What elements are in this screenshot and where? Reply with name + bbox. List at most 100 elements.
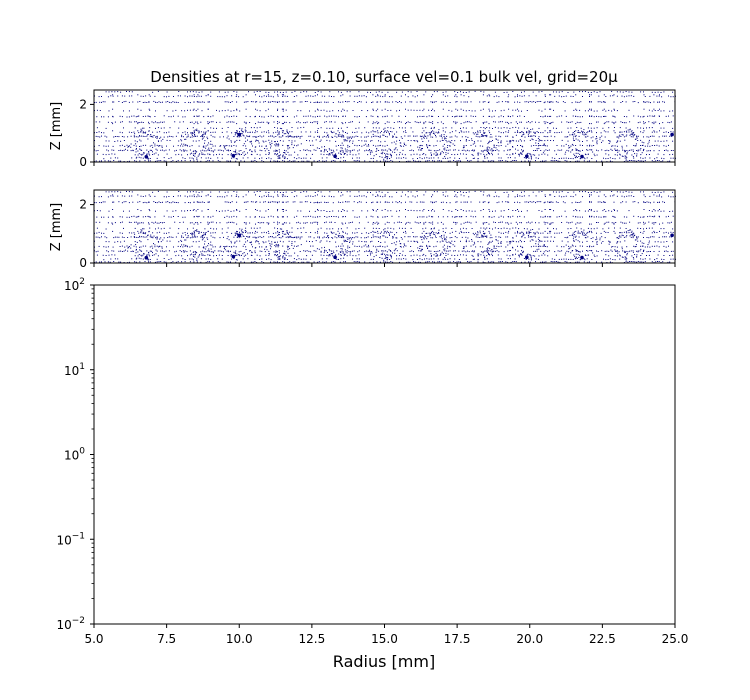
density-point-289 — [568, 157, 570, 159]
density-point-32 — [193, 261, 195, 263]
density-point-107 — [426, 261, 428, 263]
density-point-1422 — [453, 121, 455, 123]
density-point-1288 — [515, 227, 517, 229]
density-point-378 — [375, 153, 377, 155]
density-point-968 — [360, 136, 362, 138]
density-point-697 — [375, 145, 377, 147]
density-point-892 — [146, 236, 148, 238]
density-point-1176 — [547, 232, 549, 234]
density-point-2935 — [618, 137, 620, 139]
density-point-2155 — [625, 91, 627, 92]
density-point-2985 — [245, 123, 247, 125]
density-point-433 — [646, 255, 647, 256]
density-point-2494 — [323, 151, 325, 153]
density-point-2578 — [387, 156, 389, 158]
density-point-1501 — [138, 215, 140, 217]
density-point-1839 — [388, 101, 390, 103]
density-point-2277 — [194, 129, 196, 131]
density-point-1051 — [650, 135, 651, 137]
density-point-1024 — [545, 236, 547, 238]
density-point-3007 — [342, 94, 344, 96]
density-point-1568 — [426, 216, 428, 218]
density-point-991 — [425, 135, 427, 137]
density-point-1446 — [528, 121, 529, 123]
density-point-601 — [601, 149, 603, 151]
density-point-709 — [426, 246, 428, 247]
density-point-3035 — [460, 108, 462, 110]
density-point-481 — [219, 149, 221, 151]
density-point-1452 — [545, 121, 547, 123]
density-point-871 — [672, 140, 674, 142]
density-point-421 — [555, 153, 557, 155]
density-point-2621 — [443, 148, 445, 150]
density-point-514 — [331, 250, 332, 252]
density-point-937 — [278, 136, 280, 138]
density-point-488 — [238, 150, 240, 152]
density-point-2156 — [628, 91, 630, 93]
density-point-1115 — [300, 232, 302, 234]
density-point-141 — [524, 160, 526, 162]
density-point-2407 — [286, 129, 288, 131]
density-point-1300 — [590, 228, 592, 230]
density-point-1300 — [590, 127, 592, 129]
density-point-1730 — [608, 210, 610, 212]
density-point-155 — [564, 160, 566, 161]
density-point-2705 — [465, 140, 467, 142]
density-point-159 — [576, 160, 578, 162]
density-point-2754 — [509, 149, 511, 151]
density-point-234 — [303, 157, 305, 159]
density-point-3162 — [283, 101, 284, 103]
density-point-2613 — [429, 133, 431, 135]
density-point-1131 — [368, 132, 370, 134]
density-point-312 — [656, 157, 658, 159]
density-point-3169 — [589, 94, 590, 96]
density-point-312 — [656, 258, 658, 260]
density-point-746 — [589, 145, 590, 147]
density-point-2204 — [136, 156, 138, 158]
density-point-1520 — [224, 116, 226, 118]
density-point-2391 — [294, 136, 295, 138]
density-point-1993 — [379, 95, 381, 97]
density-point-1303 — [602, 127, 604, 129]
density-point-900 — [168, 135, 170, 137]
density-point-950 — [310, 236, 312, 238]
density-point-2124 — [468, 91, 470, 93]
density-point-595 — [578, 150, 580, 152]
density-point-673 — [259, 145, 260, 147]
density-panel-top: 02 Z [mm] — [49, 89, 676, 169]
density-point-964 — [352, 237, 353, 239]
density-point-2315 — [236, 158, 238, 160]
density-point-554 — [454, 149, 456, 151]
density-point-1389 — [331, 121, 332, 123]
density-point-815 — [384, 241, 386, 243]
density-point-545 — [430, 250, 432, 252]
density-point-1636 — [140, 210, 142, 212]
density-point-1117 — [310, 131, 312, 133]
density-point-1214 — [143, 127, 145, 129]
density-point-491 — [254, 250, 256, 252]
density-point-221 — [254, 157, 256, 159]
density-point-143 — [529, 160, 531, 162]
density-point-1516 — [198, 115, 200, 117]
density-point-301 — [609, 258, 611, 260]
density-point-1292 — [538, 228, 540, 230]
density-point-744 — [582, 145, 583, 146]
density-point-1381 — [310, 222, 312, 224]
density-point-1322 — [120, 121, 122, 123]
density-point-2807 — [584, 133, 586, 135]
density-point-359 — [285, 254, 287, 256]
density-point-1228 — [221, 127, 223, 129]
density-point-884 — [127, 237, 129, 238]
density-point-2859 — [584, 136, 586, 138]
density-point-2120 — [457, 92, 459, 93]
density-point-28 — [177, 261, 179, 263]
density-point-648 — [156, 144, 158, 146]
density-point-47 — [250, 160, 252, 162]
density-point-829 — [451, 240, 453, 242]
density-point-1510 — [173, 115, 174, 117]
density-point-1043 — [625, 135, 627, 137]
density-point-1531 — [272, 115, 274, 117]
density-point-8 — [118, 160, 120, 162]
density-point-1302 — [596, 127, 598, 129]
density-point-1143 — [428, 132, 430, 134]
